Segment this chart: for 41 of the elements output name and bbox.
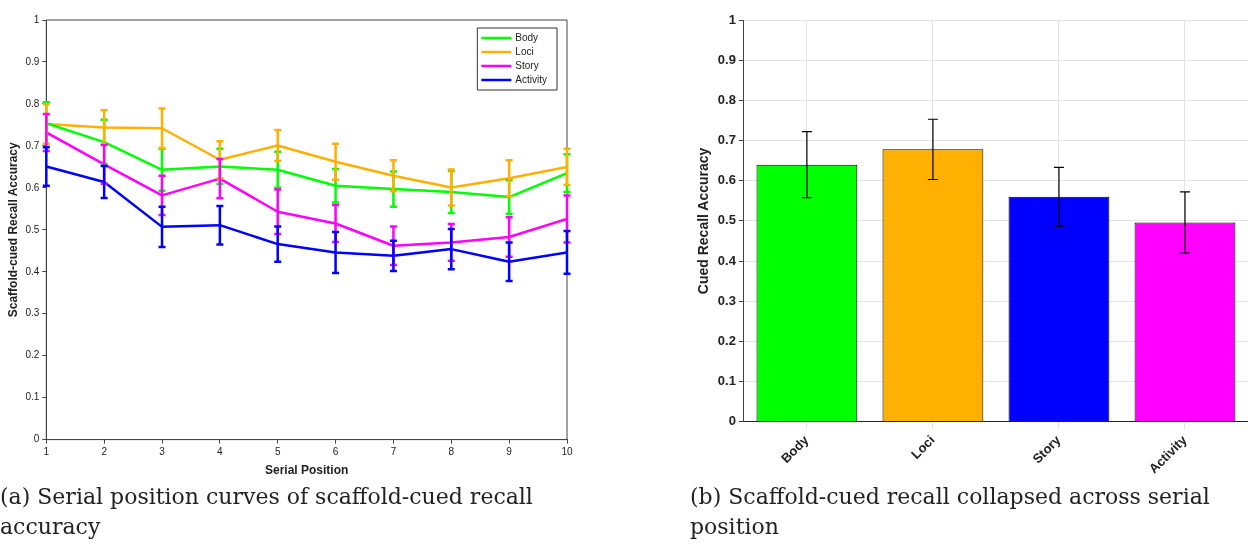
y-axis-title: Scaffold-cued Recall Accuracy bbox=[5, 142, 20, 318]
x-tick-label: 10 bbox=[561, 446, 573, 458]
y-tick-label: 0.3 bbox=[25, 307, 40, 319]
x-tick-label: 3 bbox=[159, 446, 166, 458]
legend-label: Story bbox=[515, 59, 539, 71]
y-tick-label: 0.6 bbox=[25, 181, 40, 193]
legend-label: Loci bbox=[515, 45, 534, 57]
y-tick-label: 0.3 bbox=[717, 292, 736, 308]
y-tick-label: 0 bbox=[728, 413, 736, 429]
x-tick-label: 2 bbox=[101, 446, 108, 458]
y-tick-label: 0 bbox=[33, 433, 40, 445]
y-tick-label: 0.2 bbox=[25, 349, 40, 361]
x-tick-label: 5 bbox=[274, 446, 281, 458]
text: (b) Scaffold-cued recall collapsed across serial position bbox=[690, 483, 1211, 541]
y-tick-label: 0.2 bbox=[717, 332, 736, 348]
y-axis-title: Cued Recall Accuracy bbox=[695, 147, 712, 295]
y-tick-label: 0.8 bbox=[25, 97, 40, 109]
y-tick-label: 0.7 bbox=[717, 132, 736, 148]
y-tick-label: 0.4 bbox=[25, 265, 40, 277]
y-tick-label: 0.8 bbox=[717, 91, 736, 107]
y-tick-label: 1 bbox=[33, 13, 40, 25]
x-tick-label: 4 bbox=[217, 446, 224, 458]
y-tick-label: 0.4 bbox=[717, 252, 737, 268]
x-tick-label: 6 bbox=[332, 446, 339, 458]
legend-label: Activity bbox=[515, 73, 547, 85]
y-tick-label: 0.9 bbox=[25, 55, 40, 67]
text: (a) Serial position curves of scaffold-cued recall accuracy bbox=[0, 483, 534, 541]
x-tick-label: 7 bbox=[390, 446, 397, 458]
y-tick-label: 0.6 bbox=[717, 172, 736, 188]
y-tick-label: 0.1 bbox=[25, 391, 40, 403]
y-tick-label: 0.7 bbox=[25, 139, 40, 151]
x-tick-label: 8 bbox=[448, 446, 455, 458]
y-tick-label: 0.9 bbox=[717, 51, 736, 67]
x-tick-label: 1 bbox=[43, 446, 50, 458]
y-tick-label: 0.5 bbox=[25, 223, 40, 235]
x-tick-label: 9 bbox=[506, 446, 513, 458]
y-tick-label: 1 bbox=[728, 11, 736, 27]
legend-label: Body bbox=[515, 31, 539, 43]
y-tick-label: 0.5 bbox=[717, 212, 736, 228]
y-tick-label: 0.1 bbox=[717, 373, 736, 389]
x-axis-title: Serial Position bbox=[264, 463, 349, 478]
